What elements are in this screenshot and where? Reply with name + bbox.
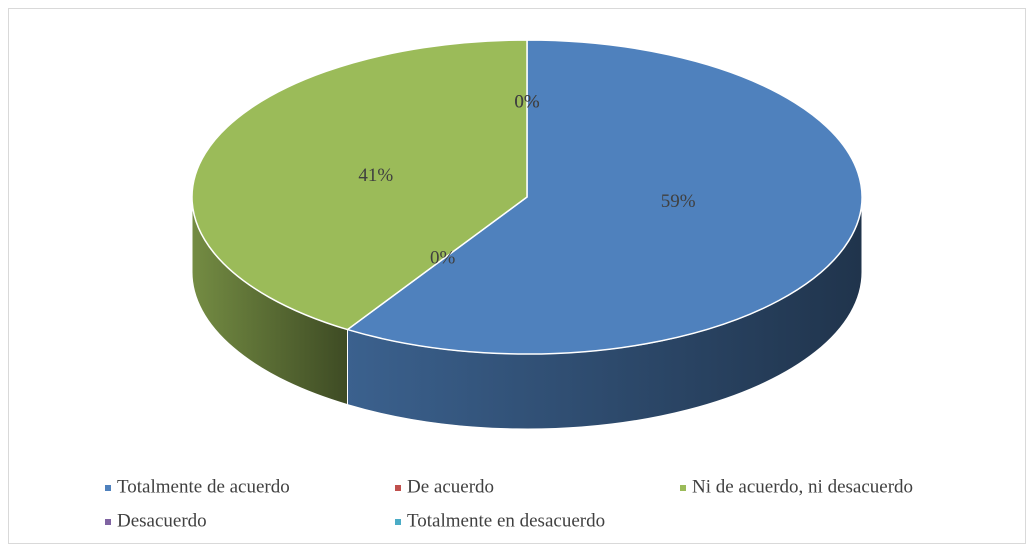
legend-marker (395, 519, 401, 525)
legend-label: Totalmente de acuerdo (117, 476, 290, 497)
legend-label: De acuerdo (407, 476, 494, 497)
legend-marker (680, 485, 686, 491)
data-label: 0% (514, 92, 540, 113)
slice-top (191, 39, 528, 331)
data-label: 0% (430, 248, 456, 269)
slice-top (345, 39, 863, 355)
data-label: 41% (358, 165, 393, 186)
legend-marker (105, 519, 111, 525)
legend-label: Totalmente en desacuerdo (407, 510, 605, 531)
data-label: 59% (661, 191, 696, 212)
data-label: 0% (514, 92, 540, 113)
slice (191, 39, 528, 406)
legend-label: Ni de acuerdo, ni desacuerdo (692, 476, 913, 497)
legend-label: Desacuerdo (117, 510, 207, 531)
legend-marker (105, 485, 111, 491)
legend-marker (395, 485, 401, 491)
